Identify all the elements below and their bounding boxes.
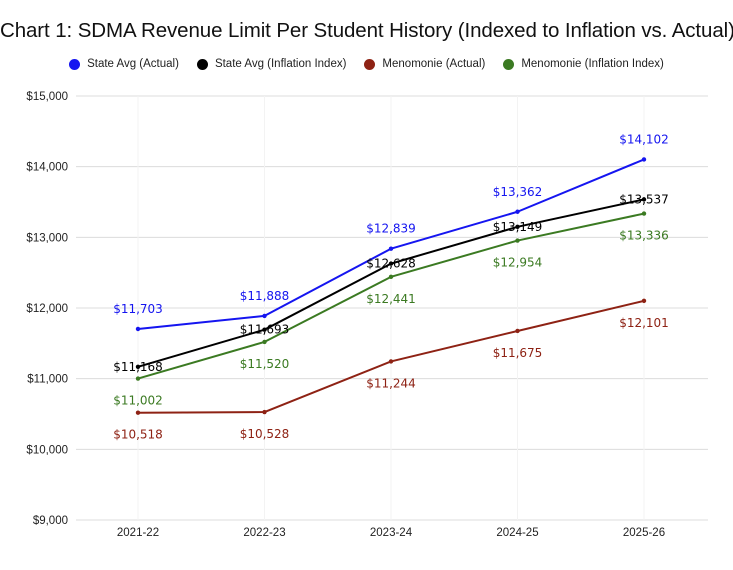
y-tick-label: $14,000 [26,162,68,174]
y-axis: $9,000 $10,000 $11,000 $12,000 $13,000 $14,00… [26,91,68,527]
legend-marker-icon [364,58,376,70]
data-point[interactable] [515,328,520,334]
data-label: $11,244 [366,376,416,390]
y-tick-label: $11,000 [27,374,68,386]
data-point[interactable] [135,410,141,415]
legend-label: Menomonie (Actual) [382,58,486,70]
data-point[interactable] [641,157,647,162]
data-label: $11,703 [113,302,163,316]
x-tick-label: 2022-23 [243,527,285,539]
y-tick-label: $15,000 [26,91,68,103]
data-point[interactable] [262,339,267,345]
legend-marker-icon [69,58,81,70]
data-label: $10,518 [113,428,163,442]
y-tick-label: $10,000 [26,444,68,456]
data-point[interactable] [135,376,141,381]
data-label: $12,101 [619,316,669,330]
x-tick-label: 2025-26 [623,527,665,539]
x-tick-label: 2021-22 [117,527,159,539]
data-point[interactable] [515,238,520,243]
x-tick-label: 2023-24 [370,527,413,539]
legend-label: State Avg (Inflation Index) [214,58,347,70]
chart-title: Chart 1: SDMA Revenue Limit Per Student … [0,19,733,42]
data-label: $10,528 [240,427,290,441]
y-tick-label: $12,000 [26,303,68,315]
legend-item-menomonie-actual[interactable]: Menomonie (Actual) [364,58,485,70]
data-point[interactable] [262,313,267,319]
data-point[interactable] [388,261,394,266]
data-point[interactable] [388,246,394,251]
data-label: $13,149 [493,220,543,234]
series-group [135,157,647,415]
gridlines [76,95,708,521]
legend-label: Menomonie (Inflation Index) [521,58,664,70]
data-point[interactable] [641,298,647,304]
legend-item-state-avg-inflation[interactable]: State Avg (Inflation Index) [196,58,347,70]
data-point[interactable] [515,224,520,230]
data-label: $12,839 [366,222,416,236]
legend-marker-icon [196,58,208,70]
data-label: $12,441 [366,292,416,306]
y-tick-label: $13,000 [26,232,68,244]
data-label: $13,336 [619,229,669,243]
legend-item-menomonie-inflation[interactable]: Menomonie (Inflation Index) [503,58,664,70]
data-point[interactable] [135,326,141,332]
legend-marker-icon [503,58,515,70]
data-label: $12,628 [366,257,416,271]
data-point[interactable] [388,359,394,364]
data-point[interactable] [641,197,647,202]
data-labels: $11,703 $11,888 $12,839 $13,362 $14,102 $11,1… [113,132,669,441]
x-tick-label: 2024-25 [496,527,538,539]
data-label: $11,002 [113,394,163,408]
data-point[interactable] [262,409,267,415]
data-label: $13,362 [493,185,543,199]
data-label: $11,888 [240,289,290,303]
legend-label: State Avg (Actual) [87,58,179,70]
data-label: $12,954 [493,256,543,270]
data-point[interactable] [641,211,647,216]
data-point[interactable] [135,364,141,369]
data-label: $13,537 [619,192,669,206]
data-label: $11,520 [240,357,290,371]
data-label: $11,168 [113,360,163,374]
y-tick-label: $9,000 [33,515,68,527]
data-point[interactable] [515,209,520,214]
data-label: $11,675 [493,346,543,360]
data-label: $14,102 [619,132,669,146]
x-axis: 2021-22 2022-23 2023-24 2024-25 2025-26 [117,527,665,539]
data-point[interactable] [388,274,394,280]
legend-item-state-avg-actual[interactable]: State Avg (Actual) [69,58,179,70]
data-label: $11,693 [240,323,290,337]
legend: State Avg (Actual) State Avg (Inflation … [0,58,733,70]
data-point[interactable] [262,327,267,332]
